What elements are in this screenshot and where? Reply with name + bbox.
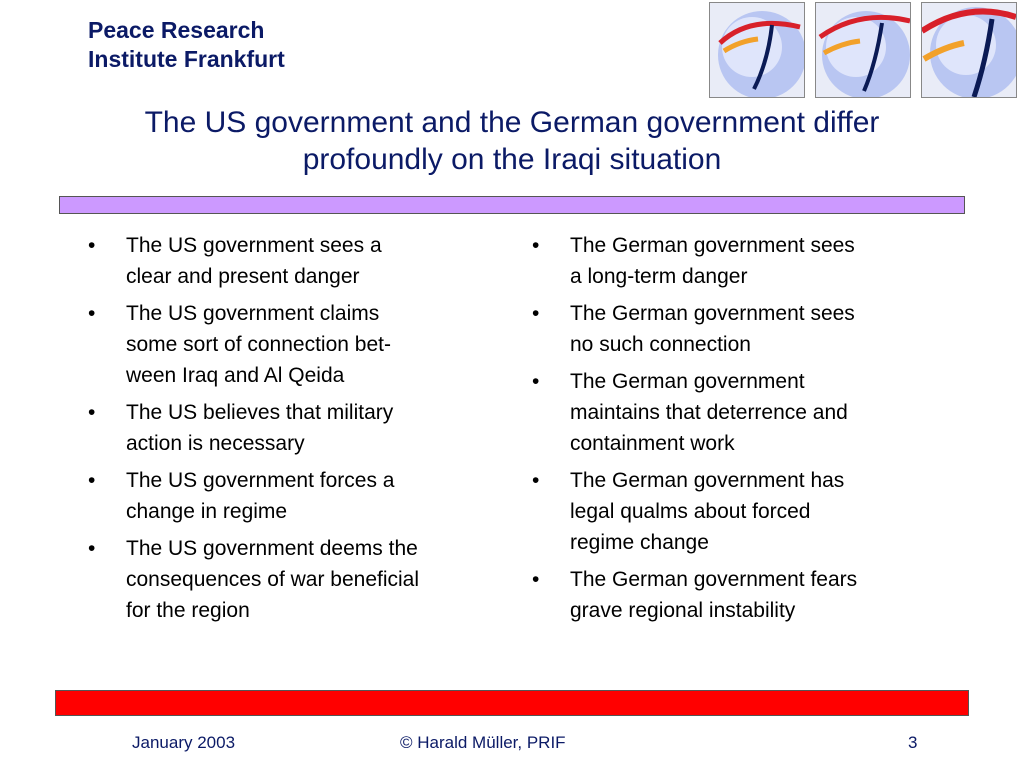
- bullet-text-line: some sort of connection bet-: [126, 333, 391, 356]
- bullet-icon: •: [532, 370, 540, 393]
- bullet-text-line: The German government sees: [570, 234, 855, 257]
- bullet-item: • The US believes that military action is …: [88, 397, 488, 459]
- bullet-text-line: The US government claims: [126, 302, 380, 325]
- bullet-item: • The German government sees a long-term d…: [532, 230, 932, 292]
- bullet-text-line: clear and present danger: [126, 265, 360, 288]
- slide-title: The US government and the German governm…: [60, 104, 964, 178]
- footer-date: January 2003: [132, 733, 236, 752]
- bullet-text-line: The US believes that military: [126, 401, 394, 424]
- bullet-item: • The German government sees no such conne…: [532, 298, 932, 360]
- bullet-text-line: legal qualms about forced: [570, 500, 811, 523]
- bullet-item: • The German government has legal qualms a…: [532, 465, 932, 558]
- bullet-item: • The US government claims some sort of co…: [88, 298, 488, 391]
- bullet-text-line: ween Iraq and Al Qeida: [126, 364, 345, 387]
- bullet-icon: •: [88, 234, 96, 257]
- bullet-text-line: maintains that deterrence and: [570, 401, 848, 424]
- bullet-item: • The US government forces a change in reg…: [88, 465, 488, 527]
- footer-copyright: © Harald Müller, PRIF: [400, 733, 566, 752]
- globe-logo-icon: [815, 2, 911, 98]
- bullet-text-line: regime change: [570, 531, 709, 554]
- bullet-text-line: containment work: [570, 432, 735, 455]
- bullet-item: • The German government maintains that det…: [532, 366, 932, 459]
- bullet-icon: •: [532, 568, 540, 591]
- globe-logo-icon: [921, 2, 1017, 98]
- bullet-text-line: The German government sees: [570, 302, 855, 325]
- german-position-list: • The German government sees a long-term d…: [532, 230, 932, 632]
- top-divider-bar: [59, 196, 965, 214]
- bullet-text-line: a long-term danger: [570, 265, 748, 288]
- slide-title-line1: The US government and the German governm…: [144, 106, 880, 139]
- bullet-text-line: The German government: [570, 370, 805, 393]
- bullet-icon: •: [88, 401, 96, 424]
- bullet-icon: •: [88, 469, 96, 492]
- bullet-item: • The US government sees a clear and prese…: [88, 230, 488, 292]
- slide-title-line2: profoundly on the Iraqi situation: [302, 143, 722, 176]
- bullet-text-line: consequences of war beneficial: [126, 568, 420, 591]
- bullet-text-line: for the region: [126, 599, 250, 622]
- bullet-item: • The German government fears grave region…: [532, 564, 932, 626]
- bullet-icon: •: [532, 302, 540, 325]
- bullet-text-line: The German government fears: [570, 568, 858, 591]
- bullet-text-line: The US government forces a: [126, 469, 395, 492]
- bullet-icon: •: [532, 469, 540, 492]
- logo-strip: [709, 2, 1017, 98]
- bullet-text-line: grave regional instability: [570, 599, 796, 622]
- bullet-text-line: The US government deems the: [126, 537, 418, 560]
- institute-name-line2: Institute Frankfurt: [88, 46, 285, 72]
- bullet-text-line: The German government has: [570, 469, 845, 492]
- bottom-divider-bar: [55, 690, 969, 716]
- bullet-icon: •: [532, 234, 540, 257]
- bullet-icon: •: [88, 302, 96, 325]
- institute-name-line1: Peace Research: [88, 17, 265, 43]
- footer-page-number: 3: [908, 733, 918, 752]
- globe-logo-icon: [709, 2, 805, 98]
- bullet-text-line: action is necessary: [126, 432, 305, 455]
- bullet-text-line: The US government sees a: [126, 234, 382, 257]
- bullet-text-line: change in regime: [126, 500, 288, 523]
- bullet-icon: •: [88, 537, 96, 560]
- bullet-text-line: no such connection: [570, 333, 751, 356]
- bullet-item: • The US government deems the consequences…: [88, 533, 488, 626]
- institute-name: Peace Research Institute Frankfurt: [88, 16, 285, 74]
- us-position-list: • The US government sees a clear and prese…: [88, 230, 488, 632]
